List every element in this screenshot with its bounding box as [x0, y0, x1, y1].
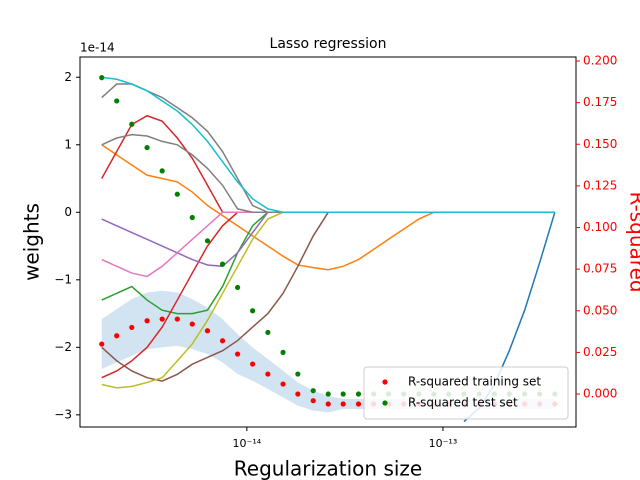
data-point [310, 398, 316, 404]
y-tick-label: −1 [54, 272, 72, 286]
data-point [99, 341, 105, 347]
weight-line [101, 144, 555, 271]
weight-line [101, 211, 555, 268]
weight-line [101, 83, 555, 214]
y-tick-label: 2 [64, 70, 72, 84]
y-tick-label: 1 [64, 137, 72, 151]
data-point [234, 284, 241, 291]
weight-line [101, 76, 555, 214]
data-point [265, 329, 271, 336]
y2-tick-label: 0.025 [583, 345, 617, 359]
y-tick-label: −3 [54, 407, 72, 421]
y2-tick-label: 0.075 [583, 262, 617, 276]
data-point [204, 328, 211, 334]
data-point [250, 361, 256, 367]
data-point [189, 214, 195, 221]
data-point [355, 401, 362, 407]
data-point [99, 75, 105, 81]
weight-line [101, 211, 555, 278]
legend-box [363, 366, 569, 420]
x-axis-label: Regularization size [234, 457, 422, 480]
data-point [204, 238, 211, 244]
data-point [219, 338, 226, 344]
data-point [144, 318, 150, 324]
data-point [174, 191, 180, 197]
y2-tick-label: 0.150 [583, 137, 617, 151]
x-tick-label: 10⁻¹³ [429, 437, 458, 450]
y-offset-label: 1e-14 [80, 41, 115, 55]
weight-line [101, 114, 555, 214]
y2-tick-label: 0.200 [583, 53, 617, 67]
data-point [114, 333, 120, 339]
data-point [159, 168, 165, 174]
data-point [114, 98, 120, 104]
data-point [280, 381, 286, 387]
plot-area [99, 75, 558, 423]
data-point [159, 316, 165, 322]
data-point [340, 401, 346, 407]
data-point [250, 308, 256, 314]
data-point [219, 261, 226, 267]
data-point [340, 391, 346, 397]
confidence-band [101, 290, 555, 413]
data-point [144, 144, 150, 151]
y2-tick-label: 0.000 [583, 387, 617, 401]
data-point [280, 349, 286, 356]
legend-marker [382, 400, 388, 406]
data-point [234, 351, 241, 357]
weight-line [101, 133, 555, 214]
y2-tick-label: 0.050 [583, 303, 617, 317]
y2-tick-label: 0.100 [583, 220, 617, 234]
y-tick-label: 0 [64, 205, 72, 219]
data-point [265, 371, 271, 377]
data-point [325, 391, 331, 397]
data-point [174, 316, 180, 322]
y-tick-label: −2 [54, 340, 72, 354]
x-tick-label: 10⁻¹⁴ [233, 437, 262, 450]
axes-frame [79, 56, 577, 428]
data-point [325, 401, 331, 407]
legend-label: R-squared training set [408, 375, 541, 389]
data-point [295, 371, 301, 377]
y-axis-label: weights [20, 203, 44, 281]
data-point [129, 121, 135, 127]
y2-tick-label: 0.125 [583, 178, 617, 192]
data-point [295, 391, 301, 397]
data-point [189, 321, 195, 327]
legend-label: R-squared test set [408, 396, 518, 410]
y2-tick-label: 0.175 [583, 95, 617, 109]
y2-axis-label: R-squared [626, 191, 640, 292]
data-point [355, 391, 362, 397]
chart-title: Lasso regression [270, 36, 387, 52]
data-point [310, 388, 316, 394]
data-point [129, 324, 135, 331]
legend-marker [382, 379, 388, 385]
